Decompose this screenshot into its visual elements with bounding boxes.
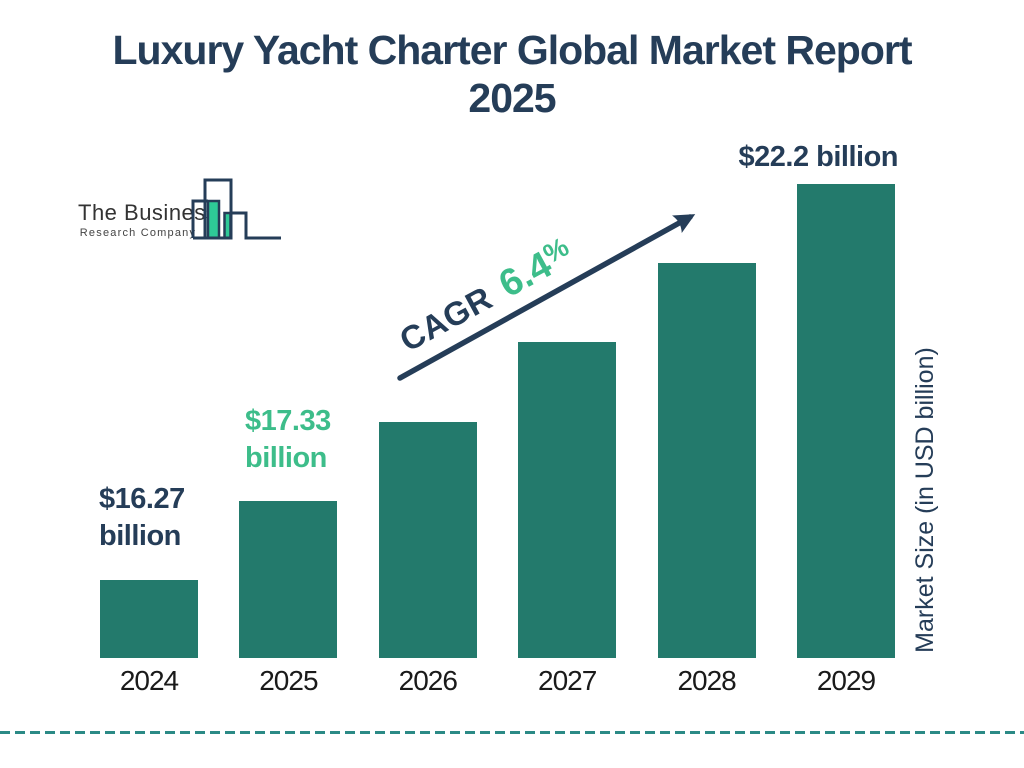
bar-2026 (378, 421, 477, 658)
x-axis-label-2028: 2028 (677, 665, 736, 696)
x-axis-label-2029: 2029 (816, 665, 876, 696)
y-axis-label: Market Size (in USD billion) (911, 347, 939, 653)
bar-2029 (797, 184, 895, 658)
value-label-2024-line2: billion (99, 520, 181, 552)
bar-chart-logo-icon (191, 178, 281, 240)
x-axis-label-2026: 2026 (398, 665, 458, 696)
value-label-2029-line1: $22.2 billion (738, 141, 899, 173)
cagr-trend-arrow-icon (397, 214, 696, 381)
page-title: Luxury Yacht Charter Global Market Repor… (0, 26, 1024, 123)
title-line-2: 2025 (468, 75, 556, 122)
bar-2024 (100, 580, 198, 658)
logo-subtitle: Research Company (79, 227, 197, 239)
title-line-1: Luxury Yacht Charter Global Market Repor… (112, 27, 913, 73)
value-label-2025-line1: $17.33 (245, 405, 331, 437)
x-axis-label-2027: 2027 (538, 665, 597, 696)
logo-name: The Business (78, 200, 218, 225)
company-logo: The Business Research Company (78, 200, 218, 239)
x-axis-label-2024: 2024 (119, 665, 179, 696)
value-label-2025: $17.33 billion (245, 403, 331, 477)
bar-2025 (239, 500, 338, 658)
value-label-2029: $22.2 billion (700, 139, 899, 176)
value-label-2025-line2: billion (245, 442, 327, 474)
x-axis-label-2025: 2025 (259, 665, 318, 696)
value-label-2024: $16.27 billion (99, 481, 185, 555)
bar-2027 (518, 342, 617, 658)
value-label-2024-line1: $16.27 (99, 483, 185, 515)
bar-2028 (657, 263, 756, 658)
bottom-dashed-divider (0, 731, 1024, 734)
